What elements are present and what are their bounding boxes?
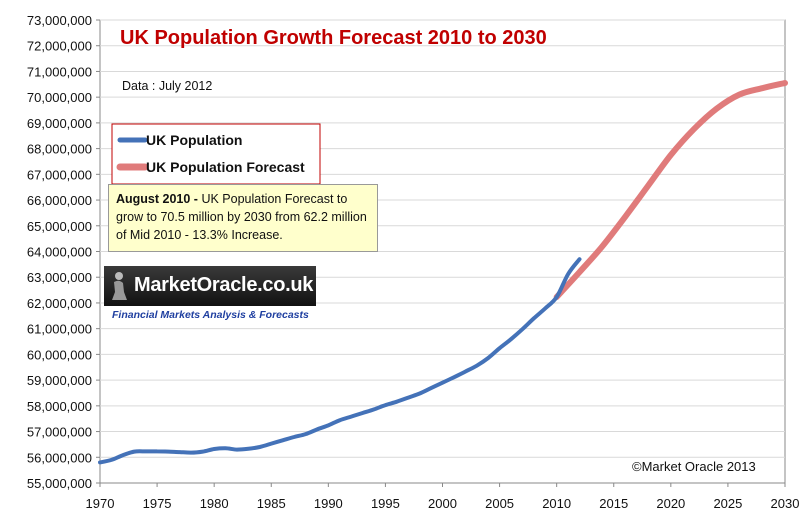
- x-tick-label: 1990: [314, 496, 343, 511]
- x-tick-label: 1980: [200, 496, 229, 511]
- y-tick-label: 56,000,000: [27, 450, 92, 465]
- annotation-text: UK Population Forecast to grow to 70.5 m…: [116, 192, 367, 242]
- y-tick-label: 60,000,000: [27, 347, 92, 362]
- x-tick-label: 2000: [428, 496, 457, 511]
- x-tick-label: 2020: [656, 496, 685, 511]
- y-tick-label: 62,000,000: [27, 296, 92, 311]
- x-tick-label: 2030: [771, 496, 800, 511]
- y-tick-label: 66,000,000: [27, 193, 92, 208]
- y-tick-label: 61,000,000: [27, 322, 92, 337]
- x-tick-label: 2005: [485, 496, 514, 511]
- x-tick-label: 1975: [143, 496, 172, 511]
- y-tick-label: 63,000,000: [27, 270, 92, 285]
- chart-title: UK Population Growth Forecast 2010 to 20…: [120, 27, 547, 49]
- legend-box: [111, 123, 321, 185]
- series-line-uk-population: [98, 257, 582, 465]
- x-tick-label: 1970: [86, 496, 115, 511]
- x-tick-label: 1985: [257, 496, 286, 511]
- y-tick-label: 58,000,000: [27, 399, 92, 414]
- marketoracle-logo: MarketOracle.co.uk Financial Markets Ana…: [104, 266, 316, 322]
- y-axis: 55,000,000 56,000,000 57,000,000 58,000,000…: [27, 13, 100, 491]
- logo-banner: MarketOracle.co.uk: [104, 266, 316, 306]
- y-tick-label: 68,000,000: [27, 142, 92, 157]
- x-axis: 1970 1975 1980 1985 1990 1995 2000 2005 2010 2015…: [86, 483, 800, 511]
- annotation-bold: August 2010 -: [116, 192, 198, 206]
- legend-label-history: UK Population: [146, 132, 242, 148]
- chart-subtitle: Data : July 2012: [122, 79, 212, 93]
- chart-credit: ©Market Oracle 2013: [632, 459, 756, 474]
- x-tick-label: 1995: [371, 496, 400, 511]
- x-tick-label: 2025: [713, 496, 742, 511]
- x-tick-label: 2015: [599, 496, 628, 511]
- x-tick-label: 2010: [542, 496, 571, 511]
- y-tick-label: 59,000,000: [27, 373, 92, 388]
- logo-tagline: Financial Markets Analysis & Forecasts: [112, 309, 309, 321]
- annotation-note: August 2010 - UK Population Forecast to …: [108, 184, 378, 252]
- y-tick-label: 71,000,000: [27, 64, 92, 79]
- y-tick-label: 57,000,000: [27, 425, 92, 440]
- y-tick-label: 65,000,000: [27, 219, 92, 234]
- y-tick-label: 72,000,000: [27, 39, 92, 54]
- series-line-forecast: [553, 80, 788, 300]
- y-tick-label: 69,000,000: [27, 116, 92, 131]
- logo-name: MarketOracle.co.uk: [134, 274, 314, 296]
- y-tick-label: 67,000,000: [27, 167, 92, 182]
- y-tick-label: 64,000,000: [27, 245, 92, 260]
- y-tick-label: 55,000,000: [27, 476, 92, 491]
- y-tick-label: 73,000,000: [27, 13, 92, 28]
- y-tick-label: 70,000,000: [27, 90, 92, 105]
- series-layer: [98, 80, 788, 465]
- legend-label-forecast: UK Population Forecast: [146, 159, 305, 175]
- legend: UK Population UK Population Forecast: [111, 123, 321, 185]
- thinker-icon: [112, 272, 127, 300]
